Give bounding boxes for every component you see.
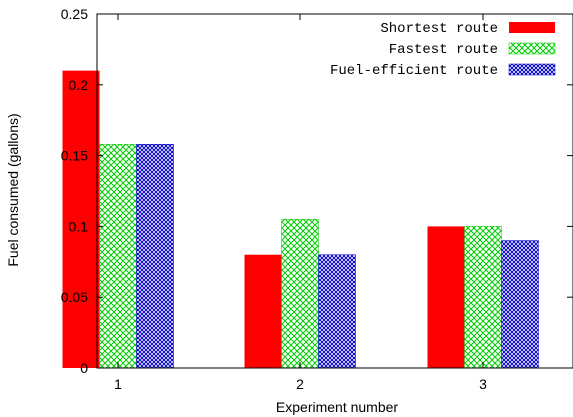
bar-series1-cat3	[427, 226, 465, 368]
bar-series2-cat2	[281, 219, 319, 369]
bar-series3-cat2	[318, 254, 356, 369]
y-axis-label: Fuel consumed (gallons)	[5, 113, 21, 266]
bar-series1-cat1	[62, 70, 100, 368]
bar-series3-cat1	[136, 144, 174, 369]
legend-label-series2: Fastest route	[389, 42, 498, 58]
bar-series3-cat3	[501, 240, 539, 369]
bar-series2-cat3	[464, 226, 502, 369]
y-tick-label: 0.1	[69, 218, 89, 234]
ticks-group: 0 0.05 0.1 0.15 0.2 0.25 1 2 3	[61, 6, 573, 392]
legend-label-series3: Fuel-efficient route	[330, 63, 498, 79]
bar-series2-cat1	[99, 144, 137, 369]
x-axis-label: Experiment number	[276, 399, 399, 415]
x-tick-label: 1	[114, 376, 122, 392]
bars-group	[62, 70, 539, 369]
y-tick-label: 0	[80, 360, 88, 376]
y-tick-label: 0.25	[61, 6, 88, 22]
y-tick-label: 0.15	[61, 148, 88, 164]
legend-swatch-series2	[508, 42, 556, 55]
y-tick-label: 0.2	[69, 77, 89, 93]
x-tick-label: 2	[296, 376, 304, 392]
legend-label-series1: Shortest route	[380, 21, 498, 37]
x-tick-label: 3	[479, 376, 487, 392]
bar-series1-cat2	[244, 254, 282, 368]
legend-swatch-series3	[508, 63, 556, 76]
plot-frame	[96, 13, 573, 369]
legend-swatch-series1	[509, 22, 555, 33]
y-tick-label: 0.05	[61, 289, 88, 305]
legend: Shortest route Fastest route Fuel-efficien…	[330, 21, 556, 79]
